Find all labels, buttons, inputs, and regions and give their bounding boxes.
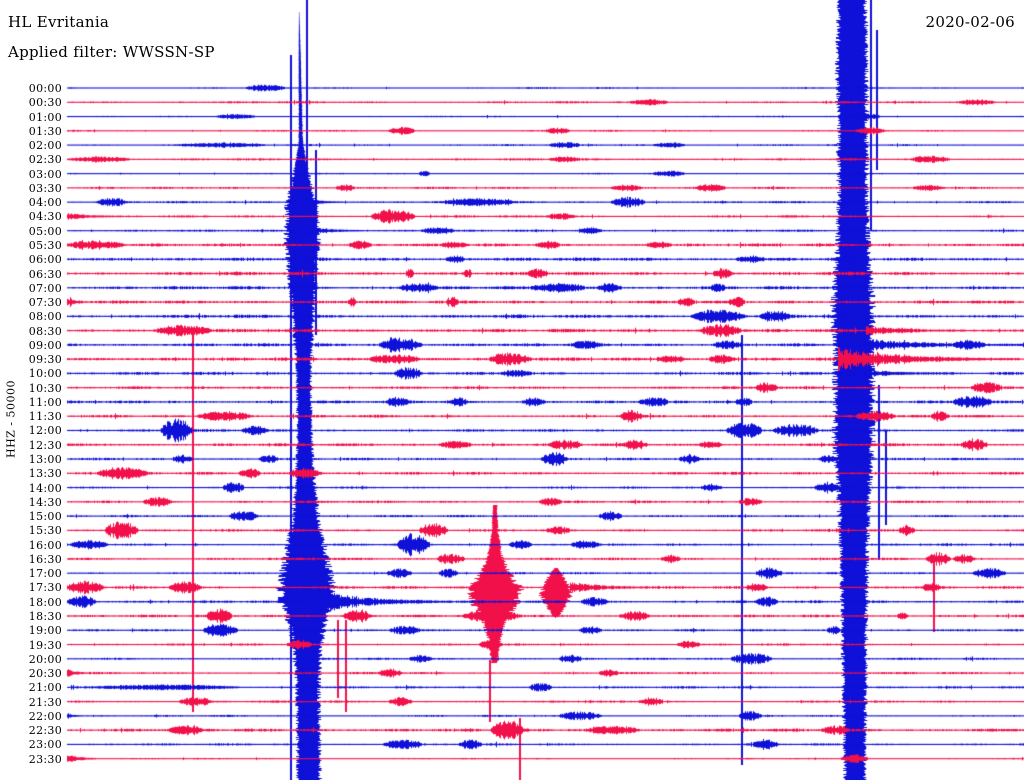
- row-time-label: 03:00: [28, 167, 62, 181]
- row-time-label: 22:30: [28, 724, 62, 738]
- row-time-label: 18:30: [28, 609, 62, 623]
- row-time-label: 16:00: [28, 538, 62, 552]
- row-time-label: 02:00: [28, 139, 62, 153]
- row-time-label: 01:00: [28, 110, 62, 124]
- row-time-label: 04:30: [28, 210, 62, 224]
- row-time-label: 13:00: [28, 453, 62, 467]
- row-time-label: 18:00: [28, 595, 62, 609]
- row-time-label: 07:30: [28, 296, 62, 310]
- row-time-label: 03:30: [28, 181, 62, 195]
- date-label: 2020-02-06: [925, 13, 1015, 31]
- row-time-label: 00:00: [28, 82, 62, 95]
- row-time-label: 14:30: [28, 495, 62, 509]
- station-title: HL Evritania: [8, 13, 110, 31]
- row-time-label: 23:00: [28, 738, 62, 752]
- row-time-label: 11:30: [28, 410, 62, 424]
- row-time-label: 09:00: [28, 338, 62, 352]
- row-time-label: 15:00: [28, 510, 62, 524]
- row-time-label: 09:30: [28, 353, 62, 367]
- row-time-label: 21:30: [28, 695, 62, 709]
- row-time-label: 04:00: [28, 196, 62, 210]
- row-time-label: 08:30: [28, 324, 62, 338]
- row-time-label: 21:00: [28, 681, 62, 695]
- row-time-label: 17:00: [28, 567, 62, 581]
- row-time-label: 06:00: [28, 253, 62, 267]
- row-time-label: 19:30: [28, 638, 62, 652]
- row-time-label: 17:30: [28, 581, 62, 595]
- applied-filter-label: Applied filter: WWSSN-SP: [8, 43, 215, 61]
- row-time-label: 02:30: [28, 153, 62, 167]
- row-time-label: 10:30: [28, 381, 62, 395]
- row-time-label: 20:30: [28, 667, 62, 681]
- row-time-label: 12:30: [28, 438, 62, 452]
- row-time-label: 08:00: [28, 310, 62, 324]
- row-time-label: 10:00: [28, 367, 62, 381]
- row-time-label: 05:00: [28, 224, 62, 238]
- row-time-label: 20:00: [28, 652, 62, 666]
- row-time-label: 01:30: [28, 124, 62, 138]
- row-time-label: 14:00: [28, 481, 62, 495]
- row-time-label: 11:00: [28, 395, 62, 409]
- row-time-label: 15:30: [28, 524, 62, 538]
- row-time-label: 23:30: [28, 752, 62, 766]
- row-time-label: 13:30: [28, 467, 62, 481]
- row-time-label: 05:30: [28, 238, 62, 252]
- row-time-label: 22:00: [28, 709, 62, 723]
- row-time-label: 12:00: [28, 424, 62, 438]
- row-time-label: 16:30: [28, 552, 62, 566]
- row-time-label: 19:00: [28, 624, 62, 638]
- row-time-label: 07:00: [28, 281, 62, 295]
- row-time-label: 00:30: [28, 96, 62, 110]
- row-time-label: 06:30: [28, 267, 62, 281]
